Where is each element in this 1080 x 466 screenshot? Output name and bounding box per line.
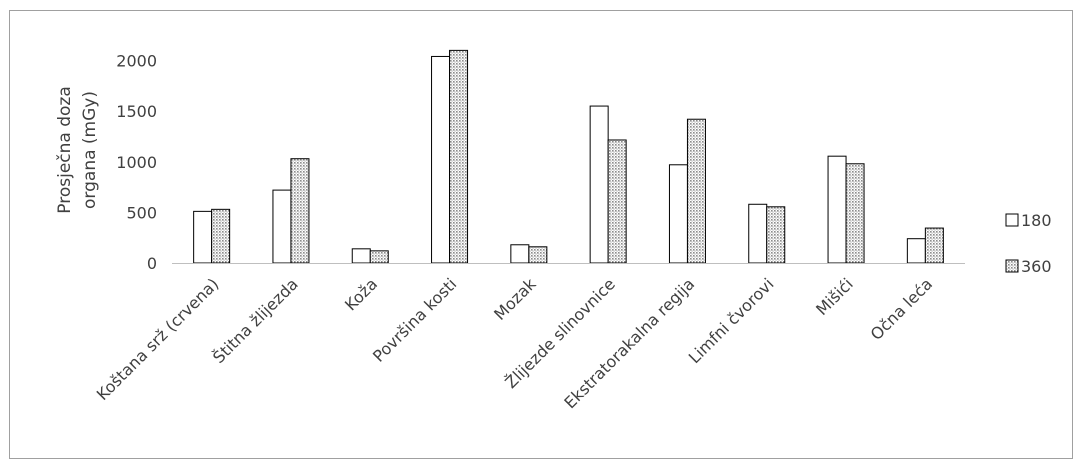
x-tick-label: Koža	[341, 274, 381, 314]
x-tick-label: Očna leća	[867, 274, 937, 344]
x-tick-label: Ekstratorakalna regija	[560, 274, 698, 412]
bars	[193, 49, 944, 264]
bar-360-1	[290, 158, 310, 264]
bar-180-5	[589, 105, 609, 264]
y-tick-label: 500	[126, 203, 157, 222]
bar-180-2	[351, 248, 371, 264]
bar-360-0	[211, 208, 231, 264]
legend-swatch-180	[1005, 213, 1019, 227]
bar-360-9	[924, 227, 944, 264]
x-axis-labels: Koštana srž (crvena)Štitna žlijezda KožaP…	[93, 274, 936, 412]
x-tick-label: Mišići	[812, 274, 857, 319]
bar-180-9	[906, 238, 926, 264]
bar-180-0	[193, 210, 213, 264]
bar-360-5	[607, 139, 627, 264]
x-tick-label: Štitna žlijezda	[209, 274, 302, 367]
y-tick-label: 1000	[116, 153, 157, 172]
chart-frame	[9, 10, 1073, 459]
y-tick-label: 1500	[116, 102, 157, 121]
x-tick-label: Limfni čvorovi	[685, 274, 778, 367]
bar-360-2	[369, 250, 389, 264]
bar-180-6	[668, 164, 688, 264]
legend-swatch-360	[1005, 259, 1019, 273]
bar-180-8	[827, 155, 847, 264]
x-tick-label: Koštana srž (crvena)	[93, 274, 223, 404]
y-tick-label: 0	[147, 254, 157, 273]
y-tick-label: 2000	[116, 52, 157, 71]
x-tick-label: Mozak	[490, 274, 540, 324]
y-axis-title-line-1: Prosječna doza	[55, 86, 75, 213]
bar-180-1	[272, 189, 292, 264]
bar-360-6	[686, 118, 706, 264]
y-axis-ticks: 0 500 1000 1500 2000	[116, 52, 157, 274]
legend-label-360: 360	[1021, 257, 1052, 276]
legend: 180 360	[1005, 211, 1052, 276]
legend-label-180: 180	[1021, 211, 1052, 230]
bar-360-7	[766, 206, 786, 264]
bar-360-8	[845, 163, 865, 264]
bar-180-7	[748, 203, 768, 264]
bar-360-4	[528, 246, 548, 264]
y-axis-title-line-2: organa (mGy)	[80, 91, 100, 209]
y-axis-title: Prosječna doza organa (mGy)	[55, 86, 100, 213]
bar-180-4	[510, 244, 530, 264]
bar-180-3	[431, 55, 451, 264]
bar-360-3	[449, 49, 469, 264]
x-tick-label: Površina kosti	[369, 274, 460, 365]
